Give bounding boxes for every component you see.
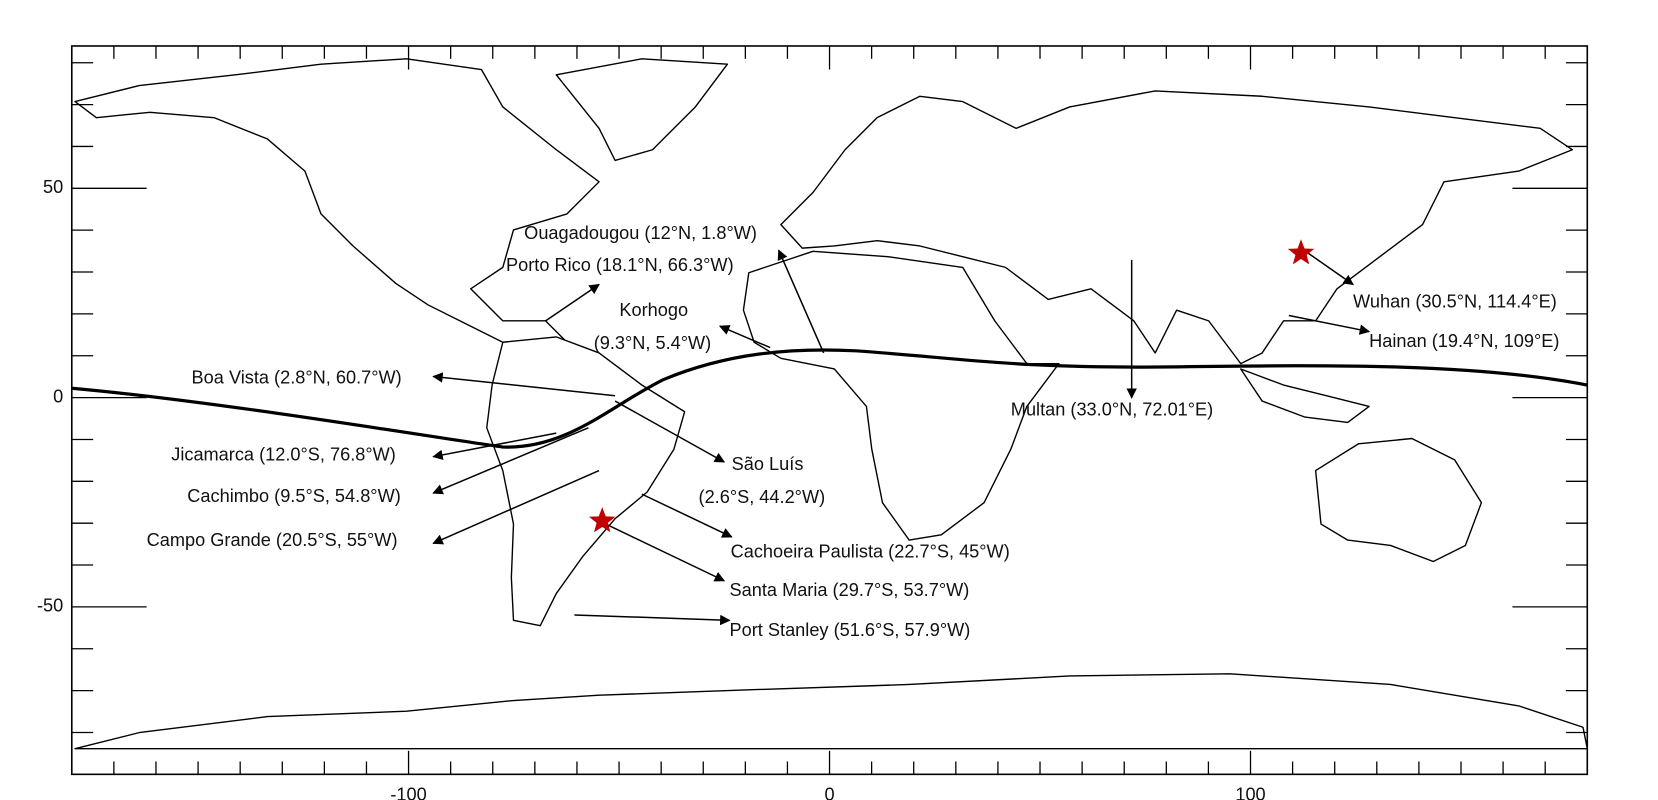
station-star: [1287, 239, 1315, 265]
station-arrow: [432, 469, 600, 545]
antarctica: [74, 673, 1588, 750]
station-arrow: [614, 400, 726, 463]
station-arrow: [574, 614, 731, 626]
north-america: [74, 58, 600, 354]
station-label: Santa Maria (29.7°S, 53.7°W): [730, 580, 970, 600]
station-arrow: [598, 520, 726, 582]
station-arrow: [777, 249, 825, 354]
axes: -100 0 100 -50 0 50: [37, 45, 1589, 800]
station-arrow: [432, 372, 616, 397]
station-label: (2.6°S, 44.2°W): [699, 487, 826, 507]
station-label: Wuhan (30.5°N, 114.4°E): [1353, 291, 1557, 311]
greenland: [555, 58, 729, 162]
station-labels: Ouagadougou (12°N, 1.8°W) Porto Rico (18.…: [147, 223, 1560, 640]
dip-equator: [71, 348, 1588, 449]
y-tick-label: 50: [43, 177, 63, 197]
y-tick-label: 0: [53, 386, 63, 406]
x-tick-label: -100: [390, 785, 426, 800]
station-label: Hainan (19.4°N, 109°E): [1369, 331, 1559, 351]
station-label: Multan (33.0°N, 72.01°E): [1011, 399, 1213, 419]
station-label: Port Stanley (51.6°S, 57.9°W): [730, 620, 971, 640]
x-tick-label: 100: [1235, 785, 1265, 800]
x-tick-label: 0: [824, 785, 834, 800]
station-arrow: [432, 432, 557, 461]
station-label: Ouagadougou (12°N, 1.8°W): [524, 223, 757, 243]
station-arrows: [432, 249, 1371, 626]
eurasia: [780, 90, 1574, 365]
station-label: (9.3°N, 5.4°W): [594, 333, 712, 353]
station-label: Boa Vista (2.8°N, 60.7°W): [192, 367, 402, 387]
station-label: Jicamarca (12.0°S, 76.8°W): [171, 444, 396, 464]
south-america: [486, 336, 686, 627]
africa: [742, 250, 1060, 541]
y-tick-label: -50: [37, 596, 63, 616]
station-arrow: [1288, 314, 1371, 335]
australia: [1314, 437, 1483, 563]
station-arrow: [432, 427, 589, 495]
landmasses: [74, 58, 1588, 750]
station-label: Cachimbo (9.5°S, 54.8°W): [187, 486, 400, 506]
station-star: [589, 507, 616, 533]
southeast-asia-islands: [1240, 368, 1370, 424]
station-label: Cachoeira Paulista (22.7°S, 45°W): [731, 542, 1010, 562]
station-label: Porto Rico (18.1°N, 66.3°W): [506, 255, 734, 275]
station-arrow: [1306, 251, 1354, 286]
station-label: Campo Grande (20.5°S, 55°W): [147, 530, 398, 550]
station-label: São Luís: [732, 454, 804, 474]
station-arrow: [641, 493, 733, 538]
station-arrow: [718, 325, 771, 349]
station-arrow: [545, 283, 600, 322]
stars: [589, 239, 1315, 533]
station-label: Korhogo: [619, 300, 688, 320]
